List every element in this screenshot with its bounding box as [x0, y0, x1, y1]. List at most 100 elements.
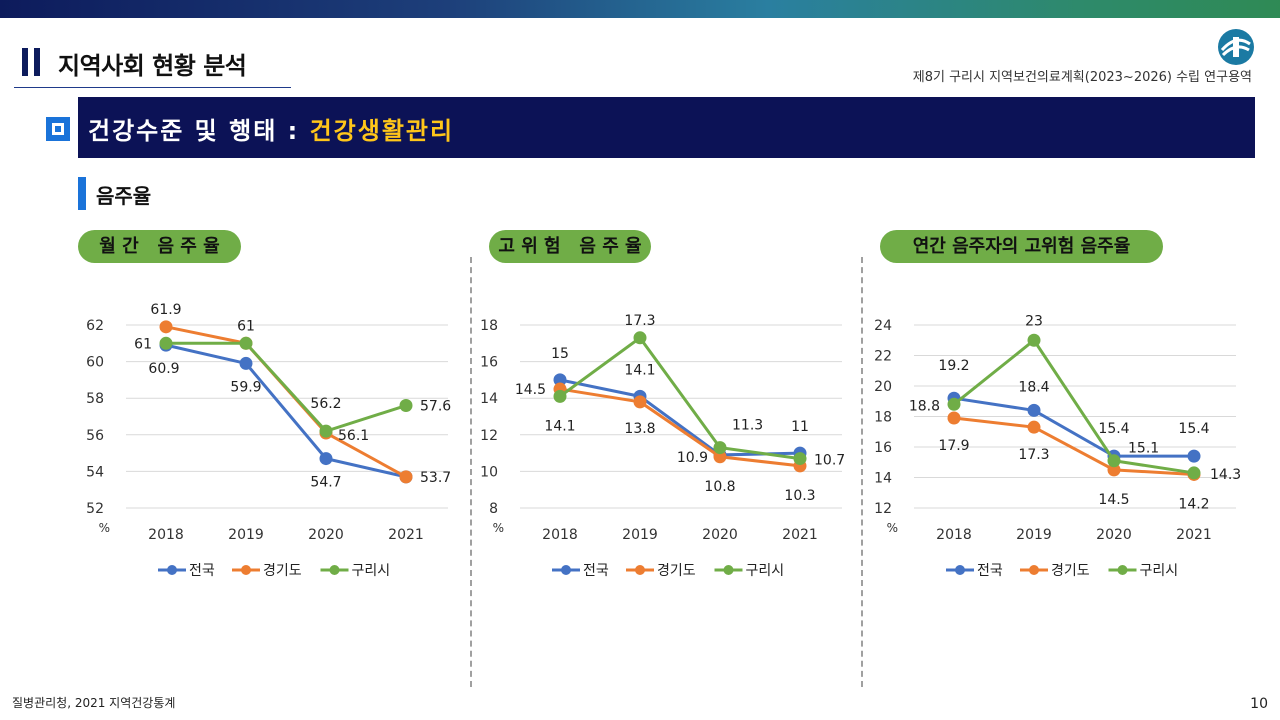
series-line	[165, 325, 407, 479]
data-label: 53.7	[420, 470, 451, 486]
chart-annual-drinker-high-risk: 12 14 16 18 20 22 24% 2018 2019 2020 2021 19.2 18.4 1…	[858, 288, 1268, 588]
legend-marker	[329, 565, 340, 575]
section-header: 지역사회 현황 분석	[14, 40, 291, 88]
y-tick-label: 60	[86, 355, 104, 371]
y-tick-label: 16	[480, 355, 498, 371]
data-point	[159, 320, 173, 334]
chart-divider	[861, 257, 863, 687]
double-bar-icon	[22, 48, 40, 76]
data-point	[553, 389, 567, 403]
data-point	[399, 470, 413, 484]
legend-marker	[561, 565, 571, 575]
series-line	[165, 343, 407, 479]
legend-label: 전국	[189, 563, 215, 579]
x-tick-label: 2019	[1016, 527, 1052, 543]
data-label: 15	[551, 346, 569, 362]
x-tick-label: 2018	[148, 527, 184, 543]
top-gradient-bar	[0, 0, 1280, 18]
chart-high-risk-drinking: 8 10 12 14 16 18% 2018 2019 2020 2021 15 14.1 10.9 11…	[464, 288, 874, 588]
y-tick-label: 12	[874, 501, 892, 517]
data-label: 15.4	[1178, 421, 1209, 437]
data-label: 17.3	[624, 313, 655, 329]
data-label: 18.8	[909, 398, 940, 414]
data-label: 14.2	[1178, 496, 1209, 512]
data-label: 57.6	[420, 399, 451, 415]
legend-marker	[635, 565, 645, 575]
data-point	[159, 336, 173, 350]
x-tick-label: 2018	[936, 527, 972, 543]
data-label: 61.9	[150, 302, 181, 318]
legend-label: 구리시	[352, 563, 391, 579]
data-label: 10.7	[814, 453, 845, 469]
data-label: 56.2	[310, 396, 341, 412]
subsection-title: 음주율	[96, 184, 152, 208]
series-line	[953, 396, 1194, 458]
data-point	[947, 411, 961, 425]
y-tick-label: 54	[86, 464, 104, 480]
series-line	[953, 338, 1195, 475]
y-tick-label: 14	[480, 391, 498, 407]
city-logo-icon	[1218, 29, 1254, 65]
banner-title-prefix: 건강수준 및 행태 :	[88, 117, 310, 145]
legend-marker	[1029, 565, 1039, 575]
data-point	[633, 331, 647, 345]
data-label: 10.9	[677, 450, 708, 466]
y-tick-label: 14	[874, 471, 892, 487]
series-line	[559, 387, 801, 468]
data-point	[553, 373, 567, 387]
x-tick-label: 2021	[1176, 527, 1212, 543]
data-label: 59.9	[230, 379, 261, 395]
data-label: 10.3	[784, 488, 815, 504]
legend-marker	[955, 565, 965, 575]
data-label: 61	[134, 336, 152, 352]
data-label: 15.4	[1098, 421, 1129, 437]
y-tick-label: 22	[874, 349, 892, 365]
legend-marker	[167, 565, 177, 575]
y-tick-label: 58	[86, 391, 104, 407]
data-point	[713, 450, 727, 464]
chart-title-high-risk-drinking: 고 위 험 음 주 율	[489, 230, 651, 263]
y-unit-label: %	[493, 521, 504, 535]
y-unit-label: %	[887, 521, 898, 535]
chart-monthly-drinking: 52 54 56 58 60 62% 2018 2019 2020 2021 60.9 59.9 54.…	[70, 288, 480, 588]
y-unit-label: %	[99, 521, 110, 535]
data-point	[713, 441, 727, 455]
legend-label: 전국	[583, 563, 609, 579]
x-tick-label: 2020	[308, 527, 344, 543]
data-label: 11	[791, 419, 809, 435]
page-number: 10	[1250, 696, 1268, 712]
legend-label: 구리시	[1140, 563, 1179, 579]
legend-label: 경기도	[263, 563, 302, 579]
data-point	[1027, 420, 1041, 434]
data-label: 14.1	[544, 418, 575, 434]
data-label: 17.3	[1018, 447, 1049, 463]
data-label: 14.5	[515, 382, 546, 398]
y-tick-label: 8	[489, 501, 498, 517]
data-point	[399, 399, 413, 413]
x-tick-label: 2021	[782, 527, 818, 543]
y-tick-label: 62	[86, 318, 104, 334]
data-point	[793, 452, 807, 466]
data-point	[239, 336, 253, 350]
y-tick-label: 16	[874, 440, 892, 456]
chart-divider	[470, 257, 472, 687]
y-tick-label: 56	[86, 428, 104, 444]
data-label: 14.1	[624, 362, 655, 378]
data-point	[1107, 463, 1121, 477]
data-label: 23	[1025, 313, 1043, 329]
data-label: 11.3	[732, 418, 763, 434]
x-tick-label: 2019	[228, 527, 264, 543]
chart-title-annual-drinker-high-risk: 연간 음주자의 고위험 음주율	[880, 230, 1163, 263]
line-chart: 8 10 12 14 16 18% 2018 2019 2020 2021 15 14.1 10.9 11…	[480, 313, 845, 579]
series-line	[953, 416, 1195, 476]
y-tick-label: 24	[874, 318, 892, 334]
series-line	[559, 335, 801, 461]
topic-banner: 건강수준 및 행태 : 건강생활관리	[78, 97, 1255, 158]
y-tick-label: 12	[480, 428, 498, 444]
x-tick-label: 2020	[702, 527, 738, 543]
project-name: 제8기 구리시 지역보건의료계획(2023~2026) 수립 연구용역	[912, 70, 1252, 85]
data-point	[1027, 333, 1041, 347]
data-label: 54.7	[310, 475, 341, 491]
y-tick-label: 18	[480, 318, 498, 334]
legend-label: 경기도	[657, 563, 696, 579]
